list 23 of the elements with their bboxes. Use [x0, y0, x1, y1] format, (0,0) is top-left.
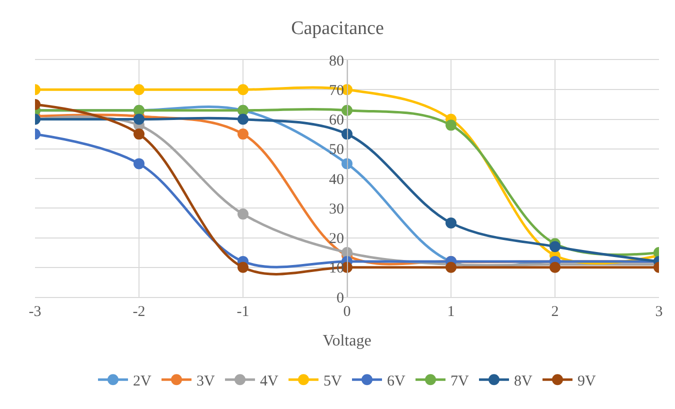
- legend-label: 4V: [260, 373, 278, 390]
- legend-label: 5V: [324, 373, 342, 390]
- legend-label: 2V: [133, 373, 152, 390]
- x-tick-label: -1: [236, 304, 250, 320]
- legend-label: 6V: [387, 373, 406, 390]
- legend-label: 8V: [514, 373, 532, 390]
- legend-label: 7V: [450, 373, 469, 390]
- x-tick-label: 2: [551, 304, 559, 320]
- legend-label: 9V: [578, 373, 596, 390]
- y-tick-label: 30: [329, 201, 344, 218]
- legend-label: 3V: [196, 373, 215, 390]
- x-tick-label: -2: [132, 304, 146, 320]
- x-tick-label: 3: [655, 304, 663, 320]
- x-tick-label: 1: [447, 304, 455, 320]
- y-tick-label: 40: [329, 172, 344, 188]
- y-tick-label: 60: [329, 112, 344, 128]
- chart-title: Capacitance: [291, 18, 384, 39]
- x-axis-title: Voltage: [322, 332, 372, 350]
- y-tick-label: 80: [329, 53, 344, 70]
- x-tick-label: -3: [28, 304, 42, 320]
- y-tick-label: 0: [336, 290, 344, 306]
- y-tick-label: 50: [329, 142, 344, 158]
- y-tick-label: 20: [329, 231, 344, 247]
